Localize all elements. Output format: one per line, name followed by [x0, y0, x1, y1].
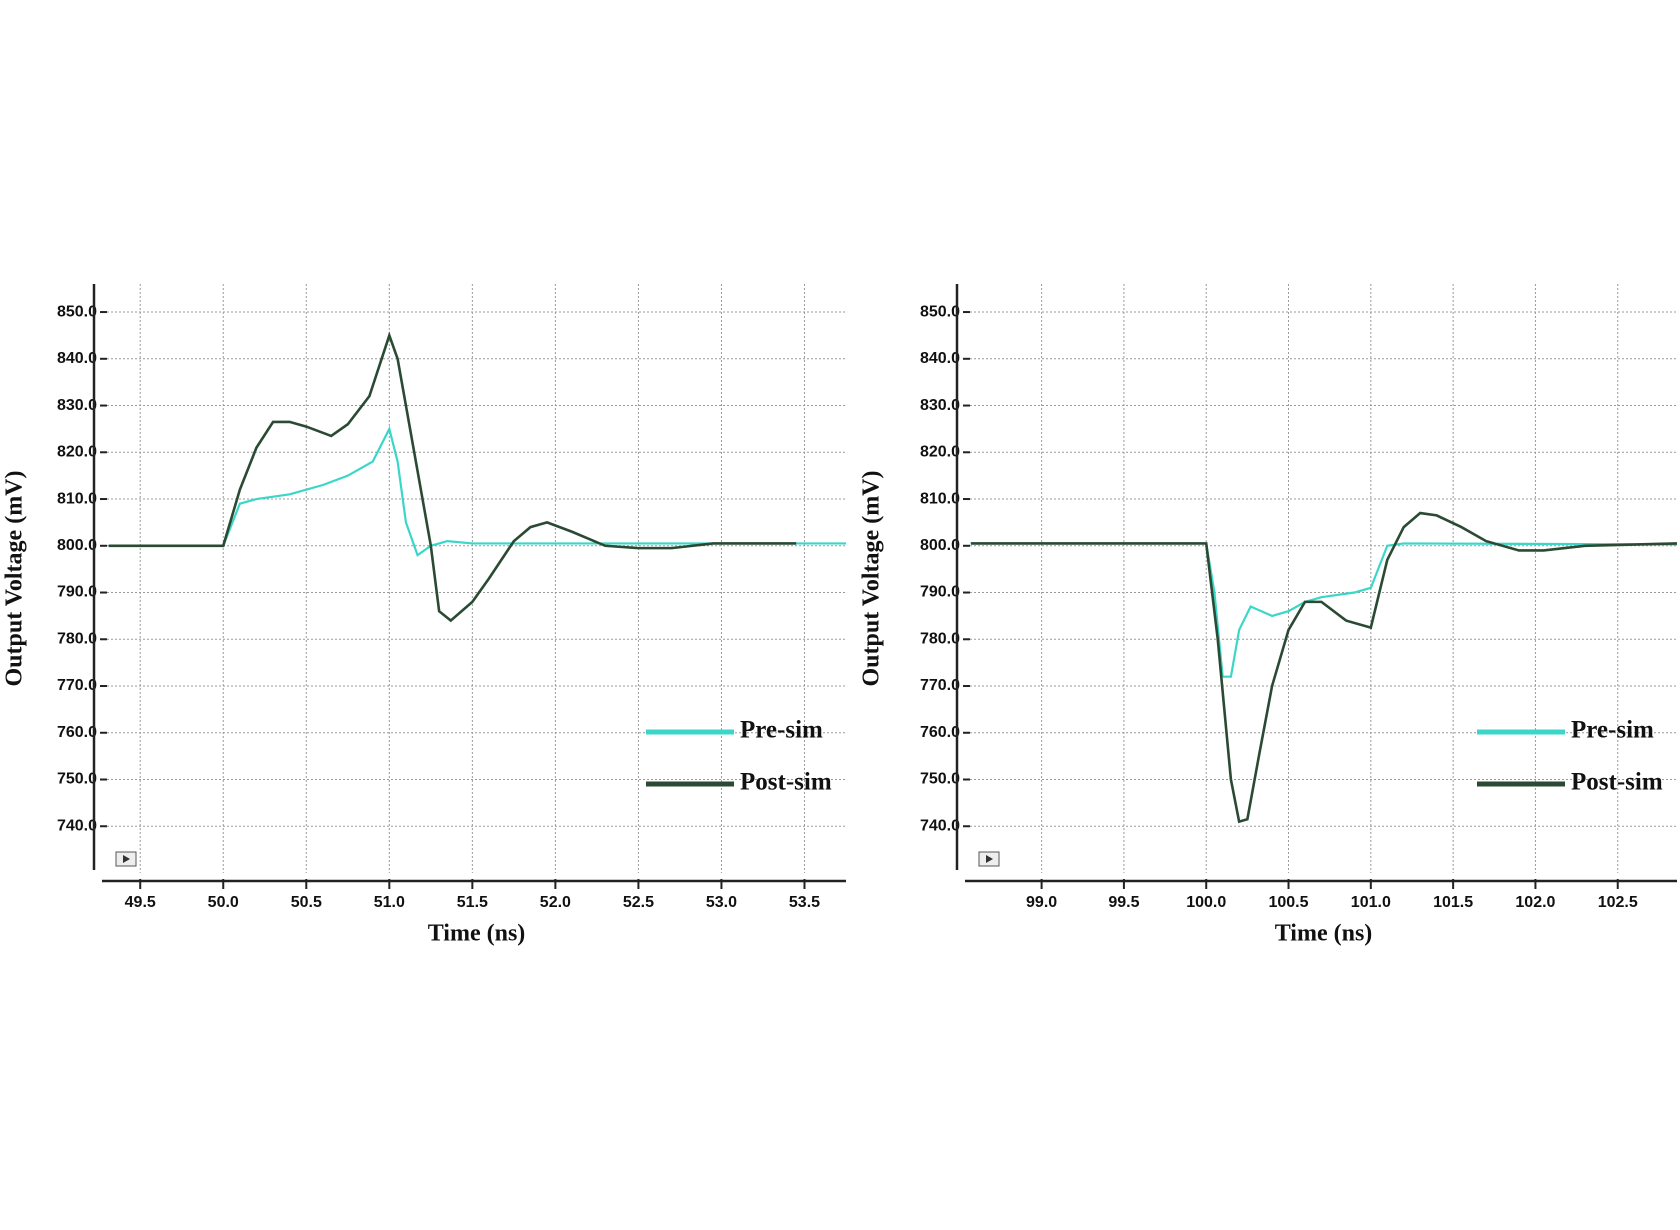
- y-tick-label: 850.0: [57, 303, 97, 320]
- series-line: [108, 425, 846, 557]
- y-tick-label: 800.0: [920, 537, 960, 554]
- legend-label: Pre-sim: [1571, 717, 1654, 744]
- x-tick-label: 51.0: [374, 894, 405, 911]
- y-tick-label: 800.0: [57, 537, 97, 554]
- y-tick-label: 790.0: [57, 584, 97, 601]
- x-tick-label: 102.5: [1598, 894, 1638, 911]
- x-tick-label: 51.5: [457, 894, 488, 911]
- y-tick-label: 820.0: [57, 444, 97, 461]
- y-tick-label: 780.0: [57, 630, 97, 647]
- x-tick-label: 101.5: [1433, 894, 1473, 911]
- y-tick-label: 780.0: [920, 630, 960, 647]
- x-axis-label: Time (ns): [1275, 921, 1373, 947]
- y-tick-label: 750.0: [57, 771, 97, 788]
- x-tick-label: 50.5: [291, 894, 322, 911]
- y-tick-label: 830.0: [920, 397, 960, 414]
- y-tick-label: 830.0: [57, 397, 97, 414]
- x-tick-label: 101.0: [1351, 894, 1391, 911]
- y-tick-label: 740.0: [920, 817, 960, 834]
- y-axis-label: Output Voltage (mV): [2, 470, 28, 686]
- play-icon-arrow: [986, 855, 993, 863]
- legend-label: Post-sim: [1571, 769, 1663, 796]
- play-icon-arrow: [123, 855, 130, 863]
- y-tick-label: 790.0: [920, 584, 960, 601]
- y-tick-label: 740.0: [57, 817, 97, 834]
- y-axis-label: Output Voltage (mV): [859, 470, 885, 686]
- x-tick-label: 49.5: [125, 894, 156, 911]
- chart-panel: 740.0 750.0 760.0 770.0 780.0 790.0 800.0 810.0…: [859, 284, 1678, 947]
- x-tick-label: 99.0: [1026, 894, 1057, 911]
- series-line: [970, 511, 1678, 824]
- x-tick-label: 50.0: [208, 894, 239, 911]
- x-tick-label: 100.5: [1268, 894, 1308, 911]
- legend-label: Post-sim: [740, 769, 832, 796]
- x-tick-label: 102.0: [1515, 894, 1555, 911]
- y-tick-label: 810.0: [920, 490, 960, 507]
- y-tick-label: 750.0: [920, 771, 960, 788]
- x-tick-label: 52.5: [623, 894, 654, 911]
- y-tick-label: 770.0: [920, 677, 960, 694]
- y-tick-label: 840.0: [57, 350, 97, 367]
- y-tick-label: 820.0: [920, 444, 960, 461]
- x-tick-label: 52.0: [540, 894, 571, 911]
- legend-label: Pre-sim: [740, 717, 823, 744]
- series-line: [108, 331, 797, 623]
- chart-panel: 740.0 750.0 760.0 770.0 780.0 790.0 800.0 810.0…: [2, 284, 846, 947]
- y-tick-label: 760.0: [920, 724, 960, 741]
- y-tick-label: 810.0: [57, 490, 97, 507]
- x-tick-label: 53.0: [706, 894, 737, 911]
- x-tick-label: 100.0: [1186, 894, 1226, 911]
- y-tick-label: 850.0: [920, 303, 960, 320]
- x-tick-label: 53.5: [789, 894, 820, 911]
- y-tick-label: 760.0: [57, 724, 97, 741]
- y-tick-label: 840.0: [920, 350, 960, 367]
- y-tick-label: 770.0: [57, 677, 97, 694]
- x-axis-label: Time (ns): [428, 921, 526, 947]
- series-line: [970, 542, 1678, 678]
- x-tick-label: 99.5: [1108, 894, 1139, 911]
